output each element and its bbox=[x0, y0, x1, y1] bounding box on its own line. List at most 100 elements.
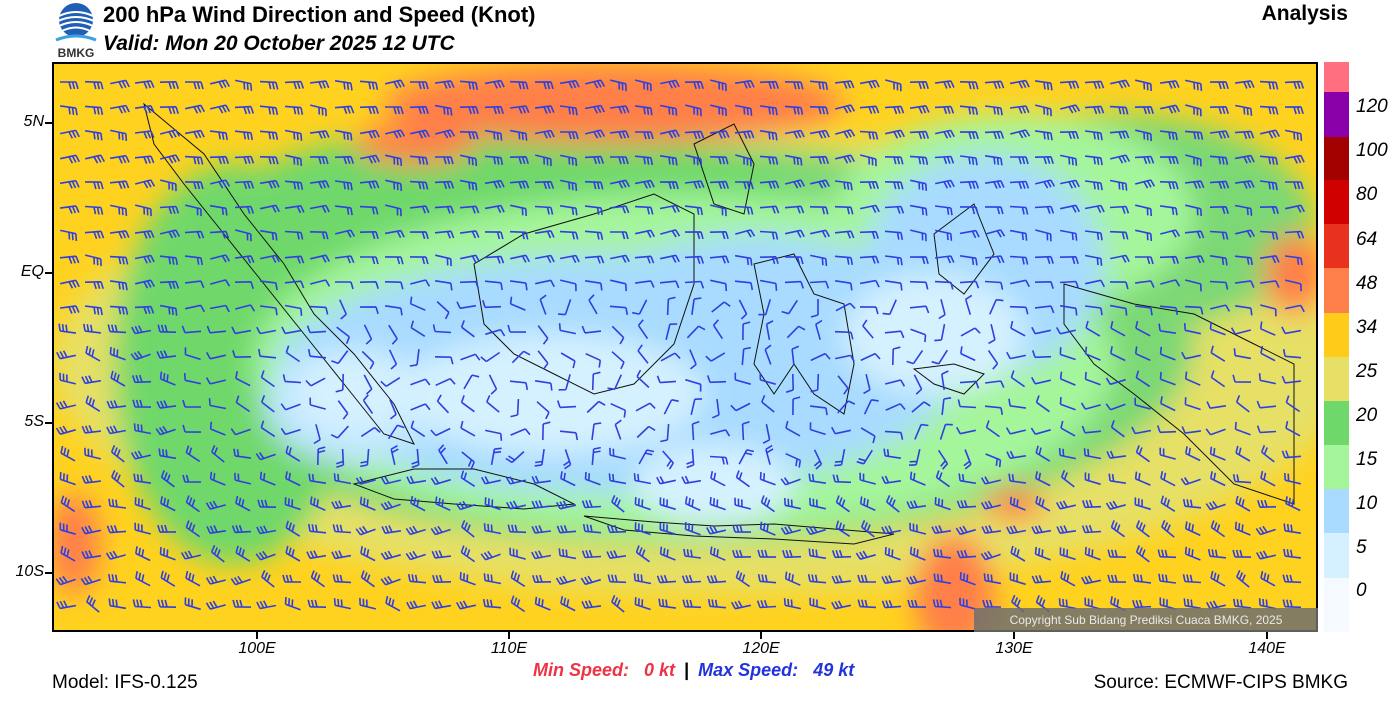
colorbar-segment bbox=[1324, 357, 1349, 401]
wind-barb bbox=[510, 254, 531, 263]
wind-barb bbox=[56, 600, 77, 610]
wind-barb bbox=[1109, 179, 1128, 191]
wind-barb bbox=[159, 81, 179, 90]
wind-barb bbox=[810, 373, 820, 393]
wind-barb bbox=[259, 105, 279, 116]
wind-barb bbox=[1008, 473, 1027, 484]
wind-barb bbox=[884, 205, 905, 214]
wind-barb bbox=[460, 353, 481, 361]
wind-barb bbox=[233, 448, 252, 459]
wind-barb bbox=[431, 550, 451, 559]
wind-barb bbox=[1259, 321, 1276, 336]
wind-barb bbox=[1233, 598, 1252, 609]
lon-label-140e: 140E bbox=[1248, 640, 1286, 657]
wind-barb bbox=[862, 319, 874, 339]
wind-barb bbox=[56, 350, 76, 360]
wind-barb bbox=[960, 346, 976, 362]
wind-barb bbox=[885, 403, 906, 411]
wind-barb bbox=[282, 374, 302, 384]
wind-barb bbox=[563, 449, 572, 470]
wind-barb bbox=[1285, 181, 1304, 190]
wind-barb bbox=[509, 156, 529, 165]
wind-barb bbox=[1183, 323, 1201, 335]
wind-barb bbox=[1209, 106, 1229, 115]
wind-barb bbox=[611, 351, 625, 370]
wind-barb bbox=[1031, 575, 1052, 584]
wind-barb bbox=[1060, 204, 1081, 213]
wind-barb bbox=[706, 375, 727, 384]
wind-barb bbox=[1284, 230, 1305, 239]
wind-barb bbox=[685, 154, 703, 167]
wind-barb bbox=[84, 181, 104, 190]
wind-barb bbox=[1108, 473, 1127, 484]
wind-barb bbox=[210, 544, 225, 563]
wind-barb bbox=[309, 305, 329, 315]
model-label: Model: IFS-0.125 bbox=[52, 672, 198, 693]
wind-barb bbox=[1156, 425, 1177, 434]
wind-barb bbox=[1010, 545, 1026, 562]
wind-barb bbox=[534, 448, 545, 467]
wind-barb bbox=[505, 476, 526, 485]
wind-barb bbox=[609, 305, 629, 316]
wind-barb bbox=[135, 571, 151, 587]
wind-barb bbox=[60, 154, 81, 164]
wind-barb bbox=[1158, 323, 1177, 334]
wind-barb bbox=[359, 496, 376, 511]
wind-barb bbox=[160, 496, 176, 512]
wind-barb bbox=[235, 371, 251, 387]
wind-barb bbox=[537, 350, 549, 370]
wind-barb bbox=[734, 372, 751, 385]
wind-barb bbox=[384, 256, 404, 265]
wind-barb bbox=[1109, 105, 1129, 115]
wind-barb bbox=[1235, 495, 1251, 512]
wind-barb bbox=[1010, 129, 1031, 139]
wind-barb bbox=[1209, 321, 1226, 336]
wind-barb bbox=[738, 299, 748, 320]
max-speed-value: 49 kt bbox=[813, 660, 855, 680]
wind-barb bbox=[390, 445, 399, 465]
wind-barb bbox=[380, 575, 401, 586]
wind-barb bbox=[959, 380, 980, 389]
wind-barb bbox=[460, 254, 481, 263]
wind-barb bbox=[483, 573, 502, 585]
wind-barb bbox=[884, 230, 904, 241]
wind-barb bbox=[959, 81, 979, 90]
wind-barb bbox=[336, 448, 345, 469]
wind-barb bbox=[259, 305, 278, 316]
wind-barb bbox=[558, 374, 571, 391]
wind-barb bbox=[682, 599, 702, 609]
wind-barb bbox=[434, 496, 451, 512]
colorbar-label: 120 bbox=[1356, 96, 1388, 117]
wind-barb bbox=[808, 548, 827, 560]
wind-barb bbox=[109, 346, 126, 361]
wind-barb bbox=[209, 304, 230, 313]
wind-barb bbox=[1107, 549, 1127, 558]
wind-barb bbox=[384, 305, 403, 316]
wind-barb bbox=[734, 254, 753, 266]
wind-barb bbox=[1084, 230, 1103, 241]
wind-barb bbox=[485, 429, 503, 441]
wind-barb bbox=[1031, 350, 1052, 359]
wind-barb bbox=[1180, 477, 1201, 486]
wind-barb bbox=[1184, 255, 1205, 264]
wind-barb bbox=[338, 299, 348, 320]
wind-barb bbox=[885, 79, 902, 92]
wind-barb bbox=[308, 523, 327, 534]
wind-barb bbox=[110, 129, 128, 141]
wind-barb bbox=[380, 500, 401, 511]
wind-barb bbox=[734, 497, 751, 510]
wind-barb bbox=[361, 350, 375, 370]
wind-barb bbox=[1184, 371, 1201, 386]
wind-barb bbox=[560, 131, 579, 140]
wind-barb bbox=[1258, 598, 1276, 610]
wind-barb bbox=[510, 204, 527, 217]
wind-barb bbox=[260, 280, 278, 291]
wind-barb bbox=[859, 496, 876, 512]
wind-barb bbox=[741, 346, 751, 366]
wind-barb bbox=[531, 500, 551, 509]
wind-barb bbox=[984, 206, 1004, 215]
wind-barb bbox=[256, 525, 277, 535]
wind-barb bbox=[459, 80, 479, 91]
wind-barb bbox=[1282, 348, 1302, 359]
wind-barb bbox=[933, 573, 952, 585]
